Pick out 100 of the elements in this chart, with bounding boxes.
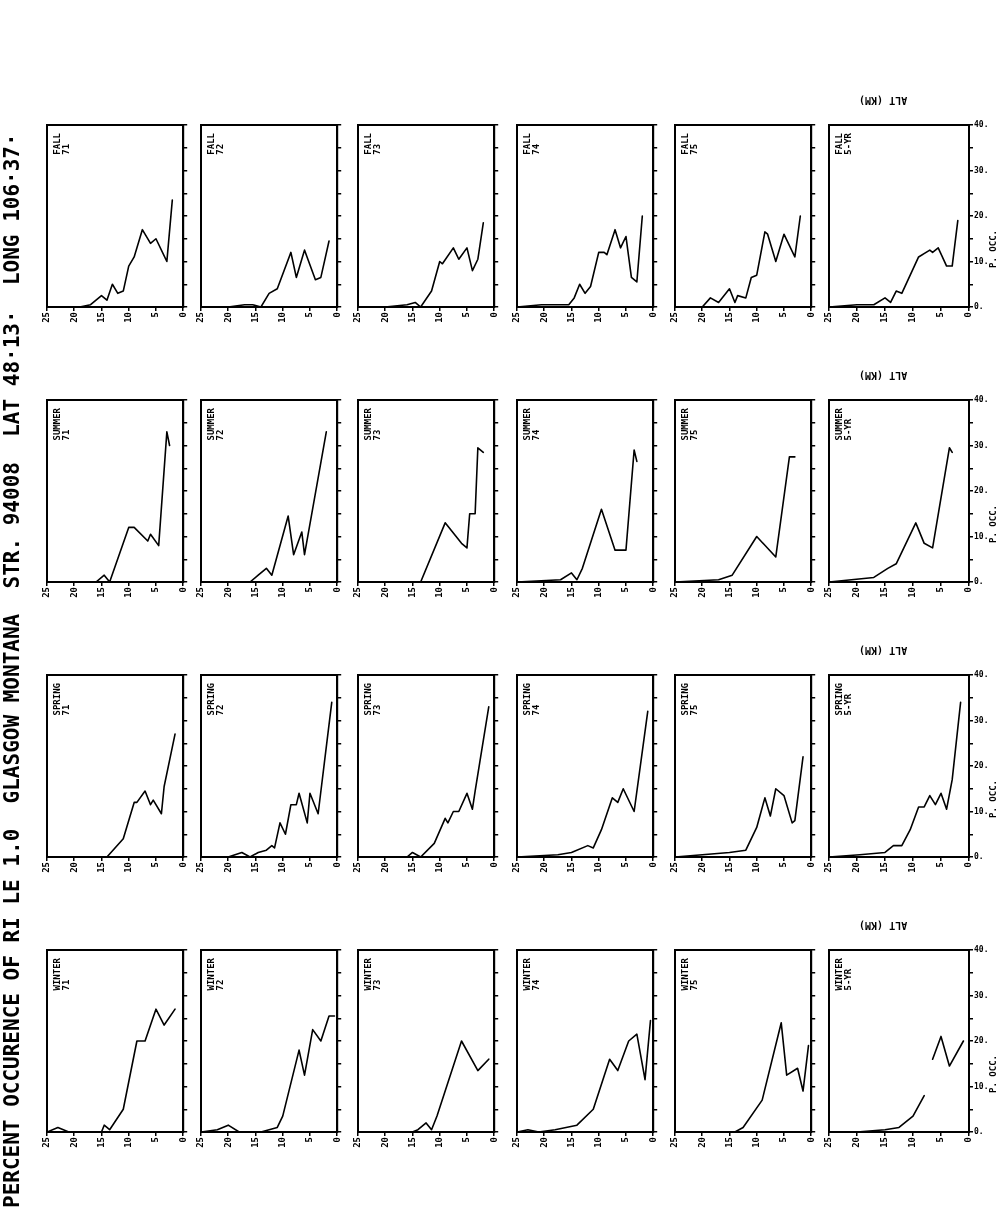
x-tick-label: 20 [68, 862, 79, 873]
x-tick-label: 20 [222, 312, 233, 323]
x-tick-label: 0 [488, 587, 499, 593]
x-tick-label: 25 [511, 312, 522, 323]
x-tick-label: 0 [488, 862, 499, 868]
text: SUMMER 73 [363, 408, 382, 441]
x-tick-label: 5 [935, 587, 946, 593]
text: FALL 72 [206, 133, 225, 155]
x-tick-label: 10 [751, 587, 762, 598]
x-tick-label: 15 [249, 1137, 260, 1148]
x-tick-label: 5 [461, 587, 472, 593]
text: WINTER 75 [680, 958, 699, 991]
x-tick-label: 25 [352, 1137, 363, 1148]
x-tick-label: 0 [177, 1137, 188, 1143]
x-tick-label: 10 [907, 862, 918, 873]
x-tick-label: 5 [620, 587, 631, 593]
x-tick-label: 20 [222, 587, 233, 598]
x-tick-label: 15 [565, 587, 576, 598]
x-tick-label: 5 [150, 587, 161, 593]
x-tick-label: 20 [379, 862, 390, 873]
x-tick-label: 5 [778, 312, 789, 318]
text: WINTER 71 [52, 958, 71, 991]
y-tick-label: 30. [974, 440, 989, 450]
x-tick-label: 5 [150, 1137, 161, 1143]
x-tick-label: 0 [331, 1137, 342, 1143]
x-tick-label: 5 [620, 862, 631, 868]
y-axis-title: P. OCC. [988, 780, 998, 818]
x-tick-label: 20 [851, 862, 862, 873]
x-tick-label: 15 [723, 312, 734, 323]
text: WINTER 72 [206, 958, 225, 991]
x-tick-label: 10 [123, 1137, 134, 1148]
x-tick-label: 10 [907, 312, 918, 323]
x-axis-title: ALT (KM) [859, 370, 908, 381]
x-tick-label: 5 [778, 587, 789, 593]
y-tick-label: 10. [974, 256, 989, 266]
y-tick-label: 20. [974, 1036, 989, 1046]
x-tick-label: 20 [222, 1137, 233, 1148]
x-tick-label: 0 [331, 862, 342, 868]
x-tick-label: 15 [249, 312, 260, 323]
x-tick-label: 15 [249, 862, 260, 873]
x-tick-label: 0 [647, 587, 658, 593]
x-tick-label: 10 [434, 587, 445, 598]
x-tick-label: 5 [461, 862, 472, 868]
x-tick-label: 20 [851, 587, 862, 598]
x-tick-label: 25 [352, 862, 363, 873]
x-tick-label: 10 [434, 312, 445, 323]
x-tick-label: 20 [538, 587, 549, 598]
text: SPRING 72 [206, 683, 225, 716]
x-tick-label: 5 [461, 312, 472, 318]
x-tick-label: 20 [538, 862, 549, 873]
x-tick-label: 25 [195, 312, 206, 323]
text: FALL 5-YR [834, 133, 853, 155]
x-tick-label: 0 [647, 312, 658, 318]
x-tick-label: 15 [95, 862, 106, 873]
x-tick-label: 0 [177, 587, 188, 593]
x-axis-title: ALT (KM) [859, 95, 908, 106]
x-tick-label: 10 [277, 862, 288, 873]
x-tick-label: 10 [277, 312, 288, 323]
x-tick-label: 25 [669, 587, 680, 598]
x-tick-label: 10 [434, 862, 445, 873]
x-tick-label: 15 [723, 1137, 734, 1148]
x-tick-label: 25 [823, 587, 834, 598]
x-tick-label: 5 [620, 1137, 631, 1143]
x-tick-label: 20 [222, 862, 233, 873]
x-tick-label: 20 [696, 312, 707, 323]
x-tick-label: 0 [177, 312, 188, 318]
x-tick-label: 10 [593, 587, 604, 598]
x-tick-label: 15 [879, 312, 890, 323]
x-tick-label: 25 [41, 312, 52, 323]
x-tick-label: 25 [669, 862, 680, 873]
x-tick-label: 5 [778, 1137, 789, 1143]
x-axis-title: ALT (KM) [859, 920, 908, 931]
text: SUMMER 75 [680, 408, 699, 441]
x-tick-label: 25 [511, 862, 522, 873]
text: FALL 71 [52, 133, 71, 155]
x-tick-label: 5 [935, 312, 946, 318]
x-tick-label: 0 [331, 312, 342, 318]
x-tick-label: 25 [823, 1137, 834, 1148]
x-tick-label: 15 [406, 1137, 417, 1148]
x-tick-label: 20 [68, 1137, 79, 1148]
x-tick-label: 10 [751, 312, 762, 323]
x-tick-label: 0 [963, 312, 974, 318]
text: WINTER 74 [522, 958, 541, 991]
x-tick-label: 25 [352, 312, 363, 323]
x-tick-label: 5 [935, 862, 946, 868]
x-tick-label: 0 [805, 587, 816, 593]
x-tick-label: 20 [851, 312, 862, 323]
x-tick-label: 25 [511, 1137, 522, 1148]
y-tick-label: 40. [974, 670, 989, 680]
x-tick-label: 10 [593, 862, 604, 873]
y-axis-title: P. OCC. [988, 230, 998, 268]
x-axis-title: ALT (KM) [859, 645, 908, 656]
x-tick-label: 25 [41, 587, 52, 598]
x-tick-label: 20 [538, 312, 549, 323]
x-tick-label: 10 [123, 587, 134, 598]
x-tick-label: 15 [723, 862, 734, 873]
x-tick-label: 0 [331, 587, 342, 593]
x-tick-label: 0 [805, 312, 816, 318]
x-tick-label: 10 [123, 862, 134, 873]
y-tick-label: 0. [974, 577, 984, 587]
